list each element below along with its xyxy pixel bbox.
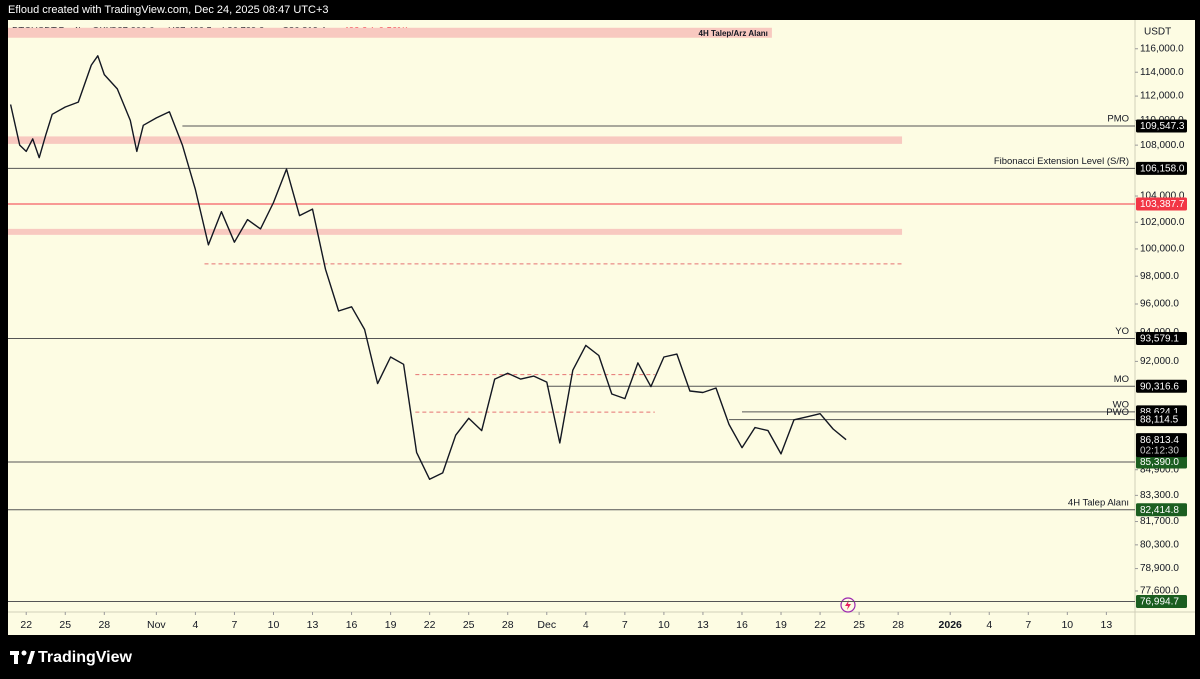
current-price-tag	[1136, 433, 1187, 458]
y-tick-label: 98,000.0	[1140, 271, 1179, 282]
x-tick-label: 2026	[939, 619, 963, 631]
x-tick-label: 25	[853, 619, 865, 631]
price-tag-label: 93,579.1	[1140, 334, 1179, 345]
y-tick-label: 84,900.0	[1140, 464, 1179, 475]
price-tag	[1136, 119, 1187, 133]
x-tick-label: 13	[697, 619, 709, 631]
current-price-label: 86,813.4	[1140, 435, 1179, 446]
level-label: WO	[1113, 399, 1129, 410]
price-tag	[1136, 197, 1187, 211]
x-tick-label: Dec	[537, 619, 556, 631]
x-tick-label: 13	[1101, 619, 1113, 631]
zone	[8, 27, 772, 38]
x-tick-label: 7	[232, 619, 238, 631]
x-tick-label: 19	[775, 619, 787, 631]
lightning-icon	[840, 597, 856, 613]
price-tag-label: 88,624.1	[1140, 407, 1179, 418]
level-label: YO	[1115, 326, 1129, 337]
price-tag-label: 88,114.5	[1140, 415, 1179, 426]
x-tick-label: 13	[307, 619, 319, 631]
price-tag	[1136, 379, 1187, 393]
x-tick-label: 7	[622, 619, 628, 631]
price-line	[9, 55, 847, 480]
y-tick-label: 104,000.0	[1140, 191, 1185, 202]
y-tick-label: 108,000.0	[1140, 140, 1185, 151]
y-tick-label: 100,000.0	[1140, 244, 1185, 255]
x-tick-label: 4	[986, 619, 992, 631]
price-tag	[1136, 413, 1187, 427]
x-tick-label: 22	[20, 619, 32, 631]
zone-label: 4H Talep/Arz Alanı	[699, 29, 768, 38]
level-label: PMO	[1107, 113, 1129, 124]
y-tick-label: 114,000.0	[1140, 67, 1184, 78]
level-label: Fibonacci Extension Level (S/R)	[994, 156, 1129, 167]
caption: Efloud created with TradingView.com, Dec…	[8, 4, 329, 16]
price-tag-label: 82,414.8	[1140, 505, 1179, 516]
y-tick-label: 92,000.0	[1140, 356, 1179, 367]
x-tick-label: Nov	[147, 619, 166, 631]
x-tick-label: 16	[736, 619, 748, 631]
x-tick-label: 19	[385, 619, 397, 631]
y-tick-label: 77,600.0	[1140, 586, 1179, 597]
price-tag	[1136, 595, 1187, 609]
y-tick-label: 81,700.0	[1140, 516, 1179, 527]
x-tick-label: 28	[502, 619, 514, 631]
y-tick-label: 83,300.0	[1140, 490, 1179, 501]
x-tick-label: 7	[1025, 619, 1031, 631]
x-tick-label: 10	[658, 619, 670, 631]
x-tick-label: 22	[814, 619, 826, 631]
level-label: 4H Talep Alanı	[1068, 497, 1129, 508]
currency: USDT	[1144, 27, 1171, 38]
y-tick-label: 102,000.0	[1140, 217, 1185, 228]
brand: TradingView	[38, 649, 133, 666]
price-tag-label: 109,547.3	[1140, 121, 1185, 132]
x-tick-label: 25	[463, 619, 475, 631]
x-tick-label: 25	[59, 619, 71, 631]
price-tag	[1136, 503, 1187, 517]
y-tick-label: 116,000.0	[1140, 43, 1184, 54]
level-label: PWO	[1106, 407, 1129, 418]
price-tag-label: 90,316.6	[1140, 381, 1179, 392]
zone	[8, 136, 903, 144]
y-tick-label: 96,000.0	[1140, 299, 1179, 310]
price-tag	[1136, 161, 1187, 175]
price-tag-label: 76,994.7	[1140, 597, 1179, 608]
x-tick-label: 28	[98, 619, 110, 631]
x-tick-label: 4	[583, 619, 589, 631]
zone	[8, 228, 903, 235]
countdown: 02:12:30	[1140, 445, 1179, 456]
x-tick-label: 4	[192, 619, 198, 631]
level-label: MO	[1114, 374, 1129, 385]
x-tick-label: 22	[424, 619, 436, 631]
price-tag	[1136, 455, 1187, 469]
price-tag	[1136, 331, 1187, 345]
price-tag-label: 103,387.7	[1140, 199, 1185, 210]
y-tick-label: 78,900.0	[1140, 563, 1179, 574]
y-tick-label: 112,000.0	[1140, 91, 1184, 102]
x-tick-label: 28	[892, 619, 904, 631]
y-tick-label: 80,300.0	[1140, 539, 1179, 550]
chart-background	[8, 20, 1195, 635]
price-tag-label: 106,158.0	[1140, 163, 1185, 174]
price-tag-label: 85,390.0	[1140, 457, 1179, 468]
brand-logo	[10, 650, 35, 664]
x-tick-label: 16	[346, 619, 358, 631]
x-tick-label: 10	[1061, 619, 1073, 631]
x-tick-label: 10	[268, 619, 280, 631]
